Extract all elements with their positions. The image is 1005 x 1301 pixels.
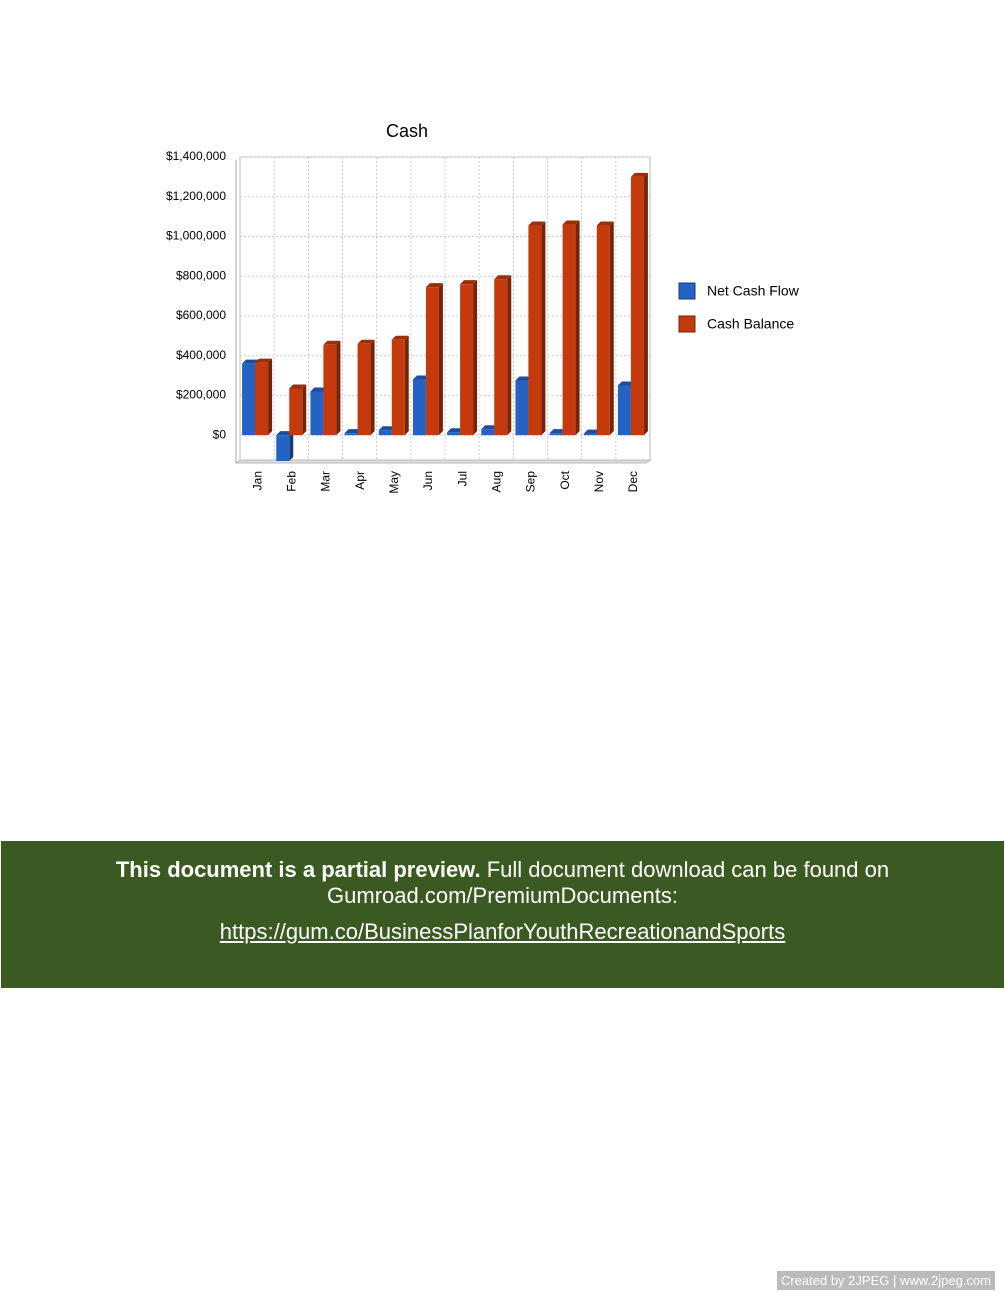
bar-top	[289, 384, 307, 389]
bar	[276, 435, 290, 461]
bar	[562, 224, 576, 436]
bar-top	[344, 429, 362, 434]
bar	[447, 432, 461, 436]
bar	[481, 429, 495, 436]
x-tick-label: Feb	[284, 471, 298, 492]
bar-top	[549, 429, 567, 434]
bar-top	[357, 339, 375, 344]
bar-top	[630, 172, 648, 177]
legend-swatch	[678, 315, 696, 333]
bar	[630, 176, 644, 436]
x-tick-label: Jan	[250, 471, 264, 490]
bar-top	[562, 220, 580, 225]
legend-label: Cash Balance	[707, 316, 794, 332]
bar	[412, 379, 426, 436]
bar-top	[255, 358, 273, 363]
y-tick-label: $0	[213, 427, 227, 441]
bar-side	[438, 283, 443, 436]
bar	[617, 385, 631, 436]
preview-banner: This document is a partial preview. Full…	[1, 841, 1004, 988]
bar-side	[404, 335, 409, 436]
y-tick-label: $1,000,000	[166, 229, 226, 243]
legend-label: Net Cash Flow	[707, 283, 800, 299]
watermark: Created by 2JPEG | www.2jpeg.com	[776, 1271, 995, 1290]
bar-side	[370, 339, 375, 436]
x-tick-label: May	[387, 471, 401, 494]
bar-side	[575, 220, 580, 436]
bar-top	[391, 335, 409, 340]
bar-side	[289, 431, 294, 461]
bar-top	[515, 376, 533, 381]
bar	[255, 362, 269, 436]
chart-title: Cash	[386, 121, 428, 141]
bar	[310, 391, 324, 436]
plot-floor	[234, 459, 652, 464]
y-tick-label: $400,000	[176, 348, 226, 362]
bar-top	[425, 283, 443, 288]
bar-top	[323, 340, 341, 345]
bar-top	[583, 429, 601, 434]
bar-top	[447, 428, 465, 433]
x-tick-label: Mar	[319, 471, 333, 492]
bar	[528, 225, 542, 436]
y-tick-label: $200,000	[176, 388, 226, 402]
banner-text: Full document download can be found on G…	[327, 857, 890, 908]
banner-link[interactable]: https://gum.co/BusinessPlanforYouthRecre…	[219, 919, 786, 944]
bar-top	[494, 275, 512, 280]
bar-side	[336, 340, 341, 436]
bar	[344, 433, 358, 436]
bar-side	[507, 275, 512, 436]
bar	[289, 388, 303, 436]
bar-top	[310, 387, 328, 392]
bar-side	[302, 384, 307, 436]
bar-top	[596, 221, 614, 226]
banner-bold: This document is a partial preview.	[115, 857, 481, 882]
bar	[425, 287, 439, 436]
bar	[378, 430, 392, 436]
bar	[596, 225, 610, 436]
x-tick-label: Nov	[592, 471, 606, 492]
y-tick-label: $1,200,000	[166, 189, 226, 203]
bar-side	[541, 221, 546, 436]
bar-top	[460, 280, 478, 285]
bar	[515, 380, 529, 436]
bar	[242, 363, 256, 436]
x-tick-label: Jun	[421, 471, 435, 490]
bar-top	[528, 221, 546, 226]
bar	[391, 339, 405, 436]
x-tick-label: Aug	[489, 471, 503, 492]
bar	[583, 433, 597, 436]
bar	[460, 284, 474, 436]
x-tick-label: Jul	[455, 471, 469, 486]
bar-top	[242, 359, 260, 364]
x-tick-label: Oct	[558, 470, 572, 489]
bar-top	[412, 375, 430, 380]
y-tick-label: $600,000	[176, 308, 226, 322]
bar-top	[276, 431, 294, 436]
bar-side	[268, 358, 273, 436]
chart: Cash $0 $200,000 $400,000 $600,000 $800,000 $…	[166, 121, 800, 494]
bar-side	[609, 221, 614, 436]
bar	[549, 433, 563, 436]
y-tick-label: $1,400,000	[166, 149, 226, 163]
bar	[494, 279, 508, 436]
x-tick-label: Dec	[626, 471, 640, 492]
banner-message: This document is a partial preview. Full…	[83, 857, 923, 909]
x-tick-label: Apr	[353, 471, 367, 490]
x-tick-label: Sep	[524, 471, 538, 493]
y-tick-label: $800,000	[176, 268, 226, 282]
legend-swatch	[678, 282, 696, 300]
bar	[323, 344, 337, 436]
bar-side	[473, 280, 478, 436]
bar-side	[643, 172, 648, 436]
bar	[357, 343, 371, 436]
bar-top	[481, 425, 499, 430]
bar-top	[617, 381, 635, 386]
bar-top	[378, 426, 396, 431]
